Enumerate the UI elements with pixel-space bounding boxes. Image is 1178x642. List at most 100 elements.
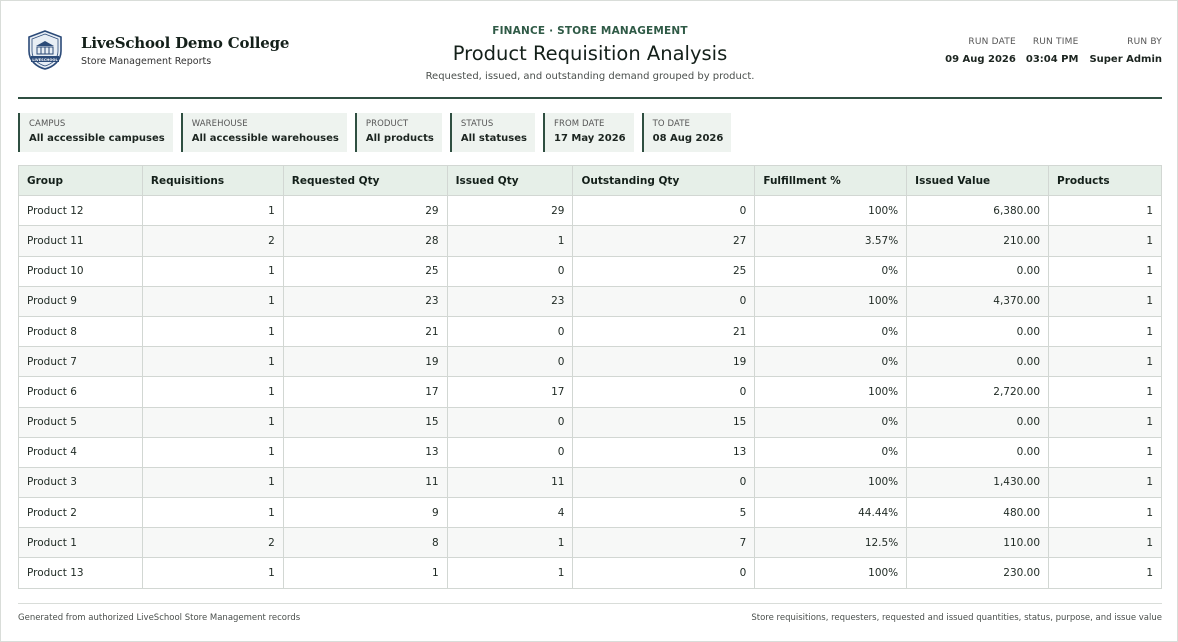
cell-issued-value: 0.00 — [906, 436, 1050, 468]
cell-products: 1 — [1048, 436, 1162, 468]
brand: LIVESCHOOL LiveSchool Demo College Store… — [24, 29, 289, 71]
table-row: Product 1 2 8 1 7 12.5% 110.00 1 — [18, 527, 1162, 559]
run-by: RUN BY Super Admin — [1089, 37, 1162, 65]
cell-issued-qty: 1 — [446, 527, 574, 559]
cell-products: 1 — [1048, 557, 1162, 589]
filter-label: TO DATE — [652, 119, 691, 129]
filter-label: WAREHOUSE — [191, 119, 248, 129]
cell-issued-value: 1,430.00 — [906, 466, 1050, 499]
cell-issued-qty: 4 — [446, 497, 574, 529]
cell-requested-qty: 13 — [282, 436, 448, 468]
cell-requested-qty: 21 — [282, 315, 448, 348]
cell-fulfillment: 100% — [754, 466, 908, 499]
run-meta: RUN DATE 09 Aug 2026 RUN TIME 03:04 PM R… — [945, 37, 1162, 65]
cell-outstanding-qty: 0 — [572, 557, 756, 589]
cell-requisitions: 1 — [141, 466, 284, 499]
run-date-label: RUN DATE — [968, 37, 1016, 47]
cell-issued-qty: 29 — [446, 195, 574, 227]
cell-requested-qty: 17 — [282, 376, 448, 408]
column-header-outstanding-qty: Outstanding Qty — [572, 164, 756, 197]
cell-outstanding-qty: 5 — [572, 497, 756, 529]
cell-outstanding-qty: 7 — [572, 527, 756, 559]
cell-products: 1 — [1048, 376, 1162, 408]
cell-group: Product 11 — [18, 225, 143, 257]
filter-value: All products — [365, 133, 434, 144]
filter-summary: CAMPUS All accessible campuses WAREHOUSE… — [18, 113, 739, 152]
table-row: Product 5 1 15 0 15 0% 0.00 1 — [18, 406, 1162, 438]
cell-issued-value: 110.00 — [906, 527, 1050, 559]
cell-outstanding-qty: 0 — [572, 466, 756, 499]
filter-label: FROM DATE — [553, 119, 605, 129]
run-time: RUN TIME 03:04 PM — [1026, 37, 1079, 65]
table-row: Product 11 2 28 1 27 3.57% 210.00 1 — [18, 225, 1162, 257]
table-row: Product 13 1 1 1 0 100% 230.00 1 — [18, 557, 1162, 589]
cell-requisitions: 1 — [141, 346, 284, 378]
cell-requested-qty: 23 — [282, 285, 448, 317]
filter-value: 08 Aug 2026 — [652, 133, 724, 144]
run-by-label: RUN BY — [1127, 37, 1162, 47]
cell-issued-qty: 23 — [446, 285, 574, 317]
cell-issued-value: 0.00 — [906, 406, 1050, 438]
cell-fulfillment: 0% — [754, 346, 908, 378]
cell-products: 1 — [1048, 225, 1162, 257]
filter-warehouse: WAREHOUSE All accessible warehouses — [180, 113, 347, 152]
column-header-products: Products — [1048, 164, 1162, 197]
run-date-value: 09 Aug 2026 — [945, 54, 1016, 65]
cell-issued-qty: 1 — [446, 225, 574, 257]
cell-fulfillment: 0% — [754, 255, 908, 287]
filter-label: PRODUCT — [365, 119, 409, 129]
cell-outstanding-qty: 21 — [572, 315, 756, 348]
cell-group: Product 1 — [18, 527, 143, 559]
cell-requisitions: 1 — [141, 497, 284, 529]
cell-products: 1 — [1048, 406, 1162, 438]
cell-issued-qty: 0 — [446, 406, 574, 438]
cell-group: Product 13 — [18, 557, 143, 589]
footer-scope-note: Store requisitions, requesters, requeste… — [751, 613, 1162, 623]
cell-requisitions: 2 — [141, 527, 284, 559]
cell-requested-qty: 15 — [282, 406, 448, 438]
cell-group: Product 4 — [18, 436, 143, 468]
cell-issued-value: 6,380.00 — [906, 195, 1050, 227]
filter-from-date: FROM DATE 17 May 2026 — [542, 113, 634, 152]
cell-products: 1 — [1048, 315, 1162, 348]
cell-fulfillment: 3.57% — [754, 225, 908, 257]
cell-group: Product 9 — [18, 285, 143, 317]
cell-issued-qty: 0 — [446, 346, 574, 378]
table-row: Product 7 1 19 0 19 0% 0.00 1 — [18, 346, 1162, 378]
run-time-label: RUN TIME — [1032, 37, 1079, 47]
filter-to-date: TO DATE 08 Aug 2026 — [641, 113, 732, 152]
cell-requisitions: 2 — [141, 225, 284, 257]
cell-fulfillment: 0% — [754, 406, 908, 438]
cell-fulfillment: 44.44% — [754, 497, 908, 529]
cell-fulfillment: 12.5% — [754, 527, 908, 559]
report-footer: Generated from authorized LiveSchool Sto… — [18, 603, 1162, 623]
cell-fulfillment: 100% — [754, 557, 908, 589]
cell-issued-value: 0.00 — [906, 315, 1050, 348]
college-crest-icon: LIVESCHOOL — [28, 30, 62, 70]
table-row: Product 9 1 23 23 0 100% 4,370.00 1 — [18, 285, 1162, 317]
cell-fulfillment: 100% — [754, 285, 908, 317]
cell-issued-qty: 1 — [446, 557, 574, 589]
filter-value: 17 May 2026 — [553, 133, 626, 144]
title-block: FINANCE · STORE MANAGEMENT Product Requi… — [358, 25, 822, 82]
table-body: Product 12 1 29 29 0 100% 6,380.00 1 Product 11 2… — [18, 195, 1162, 589]
cell-group: Product 3 — [18, 466, 143, 499]
column-header-fulfillment: Fulfillment % — [754, 164, 908, 197]
run-date: RUN DATE 09 Aug 2026 — [945, 37, 1016, 65]
cell-issued-value: 4,370.00 — [906, 285, 1050, 317]
filter-value: All accessible campuses — [29, 133, 165, 144]
cell-requisitions: 1 — [141, 195, 284, 227]
cell-fulfillment: 0% — [754, 436, 908, 468]
table-row: Product 2 1 9 4 5 44.44% 480.00 1 — [18, 497, 1162, 529]
cell-products: 1 — [1048, 466, 1162, 499]
brand-subtitle: Store Management Reports — [81, 55, 212, 67]
cell-outstanding-qty: 15 — [572, 406, 756, 438]
cell-issued-qty: 0 — [446, 315, 574, 348]
cell-outstanding-qty: 0 — [572, 285, 756, 317]
cell-issued-qty: 11 — [446, 466, 574, 499]
cell-products: 1 — [1048, 527, 1162, 559]
filter-value: All accessible warehouses — [191, 133, 339, 144]
cell-fulfillment: 100% — [754, 376, 908, 408]
filter-label: CAMPUS — [29, 119, 66, 129]
